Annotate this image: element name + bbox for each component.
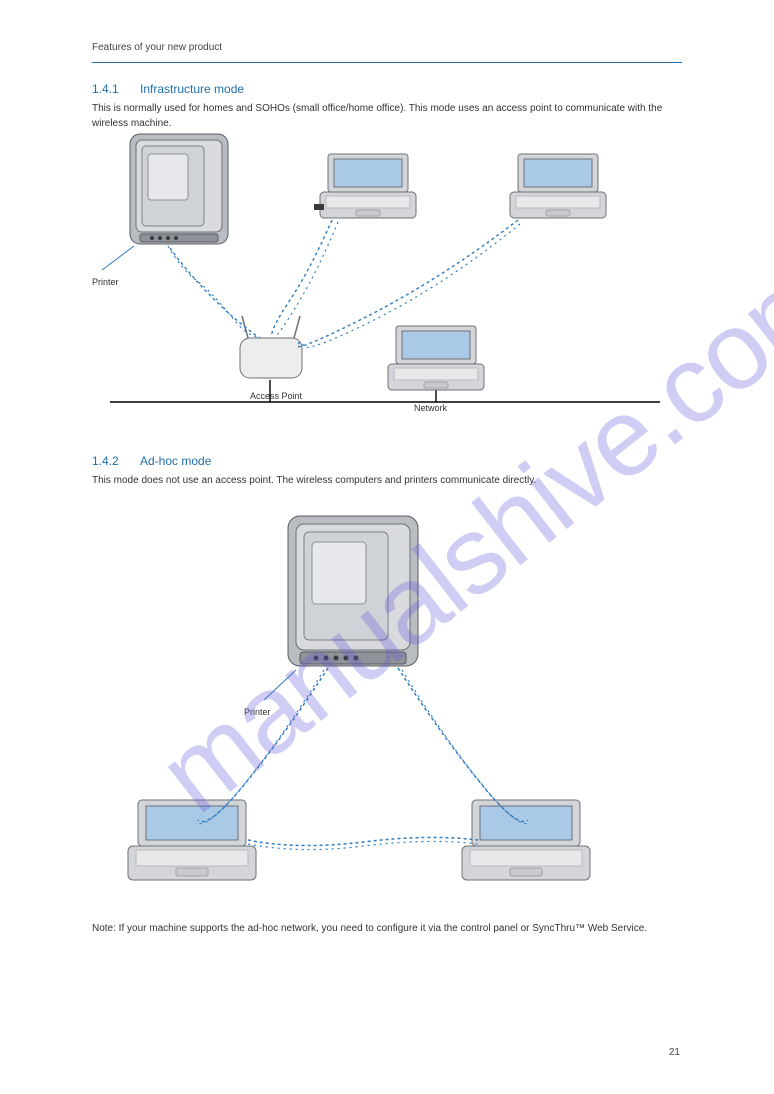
sec-2-note: Note: If your machine supports the ad-ho… xyxy=(92,922,682,937)
laptop-icon xyxy=(388,326,484,390)
running-head-left: Features of your new product xyxy=(92,42,222,53)
laptop-icon xyxy=(462,800,590,880)
sec-2-para: This mode does not use an access point. … xyxy=(92,474,672,489)
fig1-printer-label: Printer xyxy=(92,276,119,289)
laptop-icon xyxy=(128,800,256,880)
sec-2-title: Ad-hoc mode xyxy=(140,454,211,468)
sec-1-title: Infrastructure mode xyxy=(140,82,244,96)
access-point-icon xyxy=(240,316,302,378)
fig2-printer-label: Printer xyxy=(244,706,271,719)
fig1-network-label: Network xyxy=(414,402,447,415)
adhoc-figure xyxy=(118,510,638,910)
header-rule xyxy=(92,62,682,63)
page-number: 21 xyxy=(669,1047,680,1058)
printer-icon xyxy=(130,134,228,244)
sec-1-num: 1.4.1 xyxy=(92,82,119,96)
infrastructure-figure xyxy=(100,130,670,430)
sec-2-num: 1.4.2 xyxy=(92,454,119,468)
laptop-icon xyxy=(314,154,416,218)
sec-1-para: This is normally used for homes and SOHO… xyxy=(92,102,682,131)
printer-icon xyxy=(288,516,418,666)
laptop-icon xyxy=(510,154,606,218)
fig1-ap-label: Access Point xyxy=(250,390,302,403)
